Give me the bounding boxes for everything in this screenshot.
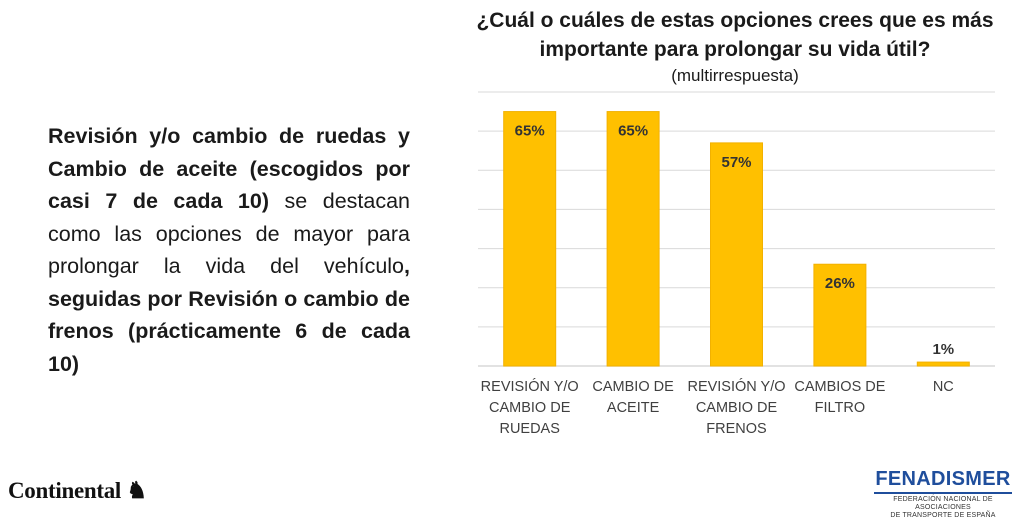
- summary-normal-1: se destacan como las opciones de mayor p…: [48, 189, 410, 278]
- fenadismer-logo: FENADISMER FEDERACIÓN NACIONAL DE ASOCIA…: [868, 468, 1018, 520]
- bar: [710, 142, 763, 367]
- category-label: RUEDAS: [499, 421, 559, 437]
- summary-bold-1: Revisión y/o cambio de ruedas y Cambio d…: [48, 124, 410, 213]
- category-label: CAMBIO DE: [489, 400, 571, 416]
- bar: [916, 361, 970, 367]
- category-label: NC: [933, 379, 954, 395]
- category-label: CAMBIO DE: [696, 400, 778, 416]
- data-label: 1%: [932, 341, 954, 358]
- category-label: CAMBIO DE: [592, 379, 674, 395]
- horse-icon: ♞: [126, 478, 147, 503]
- continental-logo: Continental ♞: [8, 478, 147, 503]
- summary-bold-2: , seguidas por Revisión o cambio de fren…: [48, 254, 410, 376]
- fenadismer-sub-1: FEDERACIÓN NACIONAL DE ASOCIACIONES: [893, 496, 993, 511]
- fenadismer-rule: [874, 492, 1012, 494]
- bar: [813, 263, 867, 367]
- fenadismer-name: FENADISMER: [875, 468, 1011, 490]
- fenadismer-sub-2: DE TRANSPORTE DE ESPAÑA: [890, 512, 996, 519]
- data-label: 57%: [721, 154, 751, 171]
- category-label: REVISIÓN Y/O: [687, 378, 785, 395]
- category-label: FRENOS: [706, 421, 766, 437]
- category-label: FILTRO: [815, 400, 865, 416]
- chart-title: ¿Cuál o cuáles de estas opciones crees q…: [476, 9, 994, 61]
- bar: [503, 111, 557, 367]
- data-label: 65%: [515, 123, 545, 140]
- data-label: 65%: [618, 123, 648, 140]
- summary-text: Revisión y/o cambio de ruedas y Cambio d…: [48, 120, 410, 380]
- category-label: REVISIÓN Y/O: [481, 378, 579, 395]
- chart-subtitle: (multirrespuesta): [671, 66, 799, 85]
- data-label: 26%: [825, 275, 855, 292]
- bar: [606, 111, 660, 367]
- category-label: ACEITE: [607, 400, 660, 416]
- category-label: CAMBIOS DE: [794, 379, 885, 395]
